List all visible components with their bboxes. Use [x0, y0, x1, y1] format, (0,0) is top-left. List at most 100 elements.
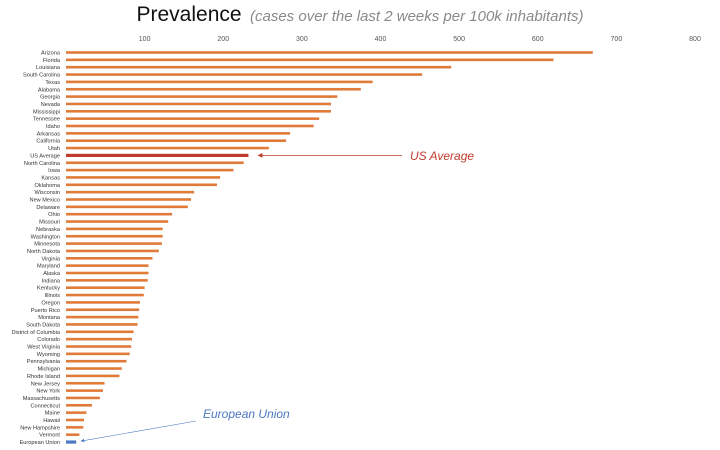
bar-illinois [66, 293, 144, 297]
category-label-maine: Maine [45, 411, 60, 417]
category-label-oklahoma: Oklahoma [35, 183, 61, 189]
category-label-south-carolina: South Carolina [23, 73, 61, 79]
category-label-nebraska: Nebraska [36, 227, 61, 233]
category-label-michigan: Michigan [38, 367, 60, 373]
bar-north-carolina [66, 161, 244, 165]
bar-iowa [66, 168, 234, 172]
category-label-arkansas: Arkansas [37, 131, 61, 137]
x-tick-label-600: 600 [532, 36, 544, 43]
bar-tennessee [66, 117, 320, 120]
category-label-new-jersey: New Jersey [31, 381, 60, 387]
category-label-arizona: Arizona [41, 51, 61, 57]
category-label-west-virginia: West Virginia [27, 345, 61, 351]
bar-european-union [66, 440, 77, 444]
category-label-indiana: Indiana [42, 278, 61, 284]
bar-vermont [66, 433, 80, 436]
category-label-european-union: European Union [20, 440, 60, 446]
category-label-minnesota: Minnesota [34, 242, 61, 248]
category-label-washington: Washington [31, 234, 60, 240]
x-tick-label-400: 400 [375, 36, 387, 43]
category-label-district-of-columbia: District of Columbia [12, 330, 61, 336]
category-label-connecticut: Connecticut [30, 403, 60, 409]
bar-new-jersey [66, 381, 105, 385]
bar-nebraska [66, 227, 163, 231]
category-label-vermont: Vermont [39, 433, 60, 439]
category-label-virginia: Virginia [41, 256, 60, 262]
bar-maryland [66, 264, 149, 267]
x-axis: 100 200 300 400 500 600 700 800 [139, 36, 701, 43]
category-label-alaska: Alaska [43, 271, 61, 277]
annotations: US Average European Union [80, 149, 474, 443]
bar-us-average [66, 153, 249, 157]
bar-south-dakota [66, 323, 138, 326]
category-label-new-york: New York [36, 389, 60, 395]
bar-connecticut [66, 404, 92, 407]
category-label-illinois: Illinois [44, 293, 60, 299]
bar-minnesota [66, 242, 162, 245]
chart-title: Prevalence (cases over the last 2 weeks … [0, 3, 720, 27]
category-label-rhode-island: Rhode Island [27, 374, 60, 380]
category-label-nevada: Nevada [41, 102, 61, 108]
bar-virginia [66, 257, 153, 260]
category-label-north-dakota: North Dakota [27, 249, 61, 255]
category-label-georgia: Georgia [40, 95, 61, 101]
bar-west-virginia [66, 345, 132, 348]
bar-new-york [66, 389, 103, 392]
bar-new-mexico [66, 198, 192, 201]
x-tick-label-700: 700 [611, 36, 623, 43]
bar-michigan [66, 367, 122, 370]
bar-district-of-columbia [66, 330, 134, 334]
bar-alabama [66, 87, 361, 91]
x-tick-label-500: 500 [453, 36, 465, 43]
category-label-missouri: Missouri [39, 220, 60, 226]
bar-california [66, 139, 287, 142]
european-union-annotation: European Union [203, 407, 290, 421]
category-label-ohio: Ohio [48, 212, 60, 218]
category-label-iowa: Iowa [48, 168, 61, 174]
bar-florida [66, 58, 554, 62]
category-label-massachusetts: Massachusetts [23, 396, 61, 402]
bar-wisconsin [66, 190, 195, 194]
bar-kentucky [66, 286, 145, 289]
category-label-mississippi: Mississippi [33, 109, 60, 115]
category-label-wisconsin: Wisconsin [35, 190, 61, 196]
bar-utah [66, 146, 269, 150]
bar-rhode-island [66, 374, 120, 378]
bar-series [66, 51, 593, 444]
category-label-maryland: Maryland [37, 264, 60, 270]
category-label-puerto-rico: Puerto Rico [31, 308, 60, 314]
bar-kansas [66, 176, 221, 179]
category-label-california: California [36, 139, 61, 145]
bar-delaware [66, 205, 188, 209]
category-label-utah: Utah [48, 146, 60, 152]
bar-new-hampshire [66, 426, 84, 429]
bar-pennsylvania [66, 359, 127, 363]
bar-texas [66, 80, 373, 84]
bar-washington [66, 234, 163, 238]
category-label-idaho: Idaho [46, 124, 60, 130]
category-label-delaware: Delaware [36, 205, 60, 211]
x-tick-label-100: 100 [139, 36, 151, 43]
category-label-kentucky: Kentucky [37, 286, 60, 292]
bar-idaho [66, 124, 314, 128]
bar-ohio [66, 212, 173, 216]
category-label-south-dakota: South Dakota [26, 322, 61, 328]
category-label-kansas: Kansas [41, 175, 60, 181]
category-label-pennsylvania: Pennsylvania [27, 359, 61, 365]
bar-arkansas [66, 132, 291, 135]
category-label-colorado: Colorado [37, 337, 60, 343]
category-label-new-mexico: New Mexico [30, 198, 60, 204]
category-label-north-carolina: North Carolina [24, 161, 61, 167]
bar-oklahoma [66, 183, 217, 187]
bar-nevada [66, 102, 331, 106]
category-label-alabama: Alabama [38, 87, 61, 93]
bar-arizona [66, 51, 593, 54]
category-label-montana: Montana [38, 315, 61, 321]
category-label-new-hampshire: New Hampshire [20, 425, 60, 431]
bar-georgia [66, 95, 338, 98]
category-label-tennessee: Tennessee [33, 117, 60, 123]
bar-north-dakota [66, 249, 159, 253]
x-tick-label-300: 300 [296, 36, 308, 43]
